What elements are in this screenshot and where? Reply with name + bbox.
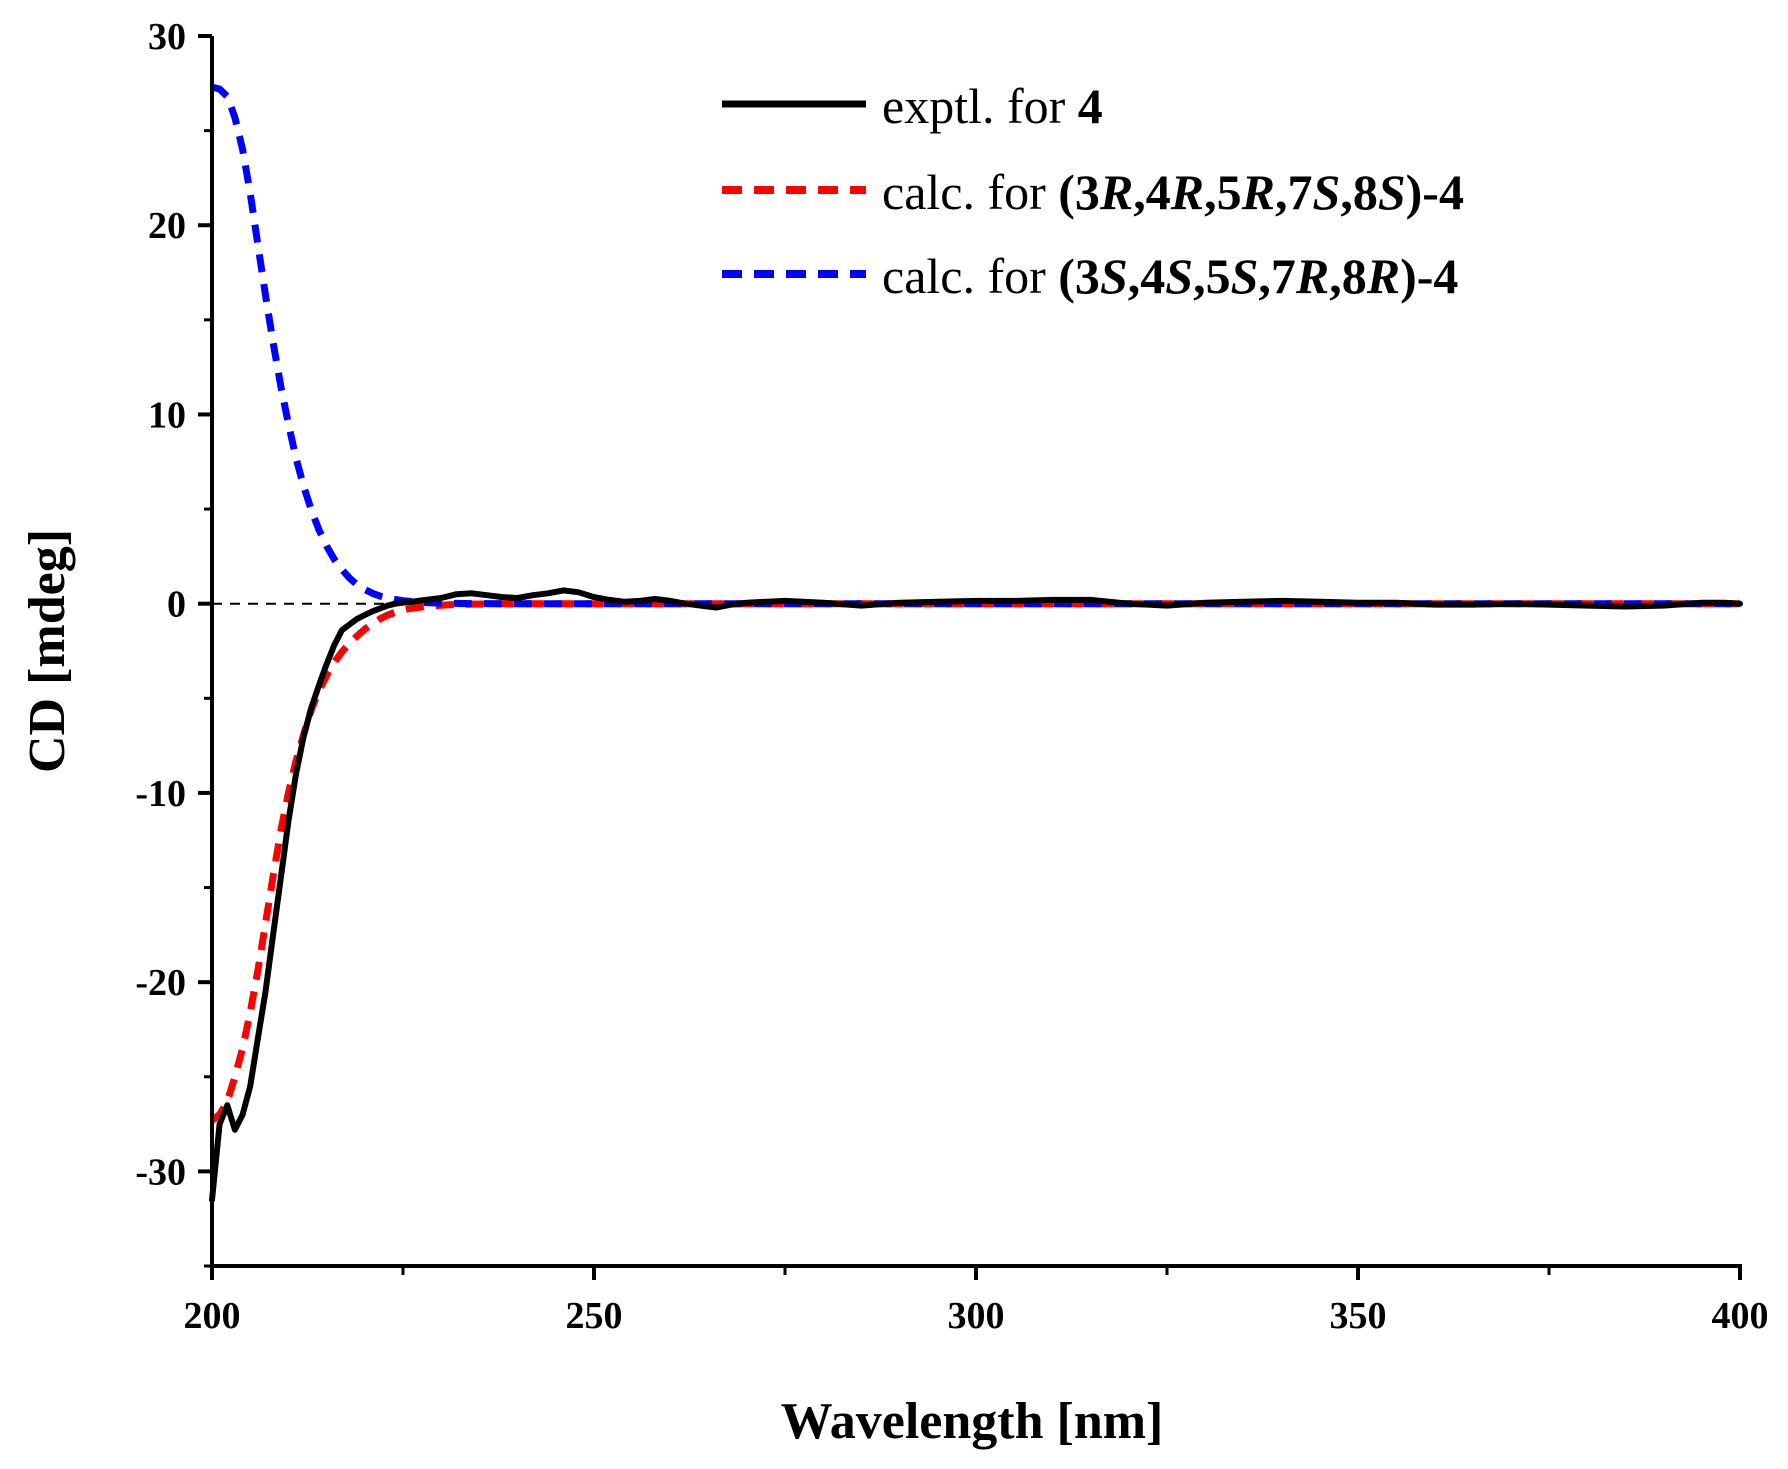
series-line-1 <box>209 587 1743 1203</box>
legend-text-segment: calc. for <box>882 248 1058 304</box>
x-tick-label: 350 <box>1330 1295 1387 1337</box>
legend-label-3: calc. for (3S,4S,5S,7R,8R)-4 <box>882 248 1458 304</box>
legend-label-1: exptl. for 4 <box>882 78 1103 134</box>
legend-text-segment: S <box>1231 248 1259 304</box>
legend-text-segment: (3 <box>1058 248 1100 304</box>
legend-text-segment: ,7 <box>1275 164 1313 220</box>
x-tick-label: 200 <box>184 1295 241 1337</box>
y-tick-label: 30 <box>148 16 186 58</box>
x-tick-label: 400 <box>1712 1295 1769 1337</box>
y-tick-label: -30 <box>135 1151 186 1193</box>
legend-text-segment: (3 <box>1058 164 1100 220</box>
legend-text-segment: R <box>1295 248 1329 304</box>
y-axis-title: CD [mdeg] <box>19 529 76 773</box>
legend-text-segment: ,5 <box>1204 164 1242 220</box>
legend-text-segment: S <box>1165 248 1193 304</box>
legend-text-segment: S <box>1100 248 1128 304</box>
legend-text-segment: calc. for <box>882 164 1058 220</box>
legend-text-segment: R <box>1170 164 1204 220</box>
x-axis-title: Wavelength [nm] <box>781 1393 1164 1450</box>
y-tick-label: 10 <box>148 394 186 436</box>
series-line-3 <box>211 83 1740 608</box>
y-tick-label: 0 <box>167 584 186 626</box>
legend-label-2: calc. for (3R,4R,5R,7S,8S)-4 <box>882 164 1464 220</box>
legend-text-segment: ,8 <box>1329 248 1367 304</box>
x-tick-label: 250 <box>566 1295 623 1337</box>
x-axis-ticks: 200 250 300 350 400 <box>184 1266 1769 1337</box>
x-tick-label: 300 <box>948 1295 1005 1337</box>
legend-text-segment: )-4 <box>1400 248 1458 304</box>
legend-text-segment: ,4 <box>1128 248 1166 304</box>
legend-text-segment: S <box>1313 164 1341 220</box>
legend-text-segment: R <box>1241 164 1275 220</box>
y-axis-ticks: 30 20 10 0 -10 -20 -30 <box>135 16 212 1268</box>
y-tick-label: 20 <box>148 205 186 247</box>
y-tick-label: -20 <box>135 962 186 1004</box>
legend-text-segment: S <box>1378 164 1406 220</box>
plot-area <box>209 83 1743 1203</box>
legend-text-segment: ,7 <box>1258 248 1296 304</box>
legend-text-segment: exptl. for <box>882 78 1078 134</box>
legend-text-segment: ,4 <box>1133 164 1171 220</box>
legend-text-segment: ,8 <box>1340 164 1378 220</box>
y-tick-label: -10 <box>135 773 186 815</box>
legend-text-segment: R <box>1099 164 1133 220</box>
legend-text-segment: )-4 <box>1406 164 1464 220</box>
legend-text-segment: ,5 <box>1193 248 1231 304</box>
legend-text-segment: 4 <box>1078 78 1103 134</box>
legend-text-segment: R <box>1366 248 1400 304</box>
